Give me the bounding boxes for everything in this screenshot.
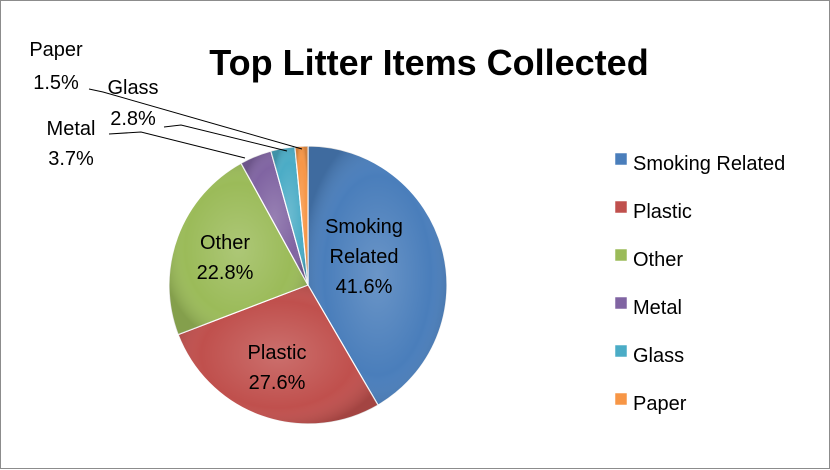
legend-swatch-plastic: [614, 200, 628, 214]
slice-label-other: 22.8%: [197, 262, 254, 284]
slice-label-glass: 2.8%: [110, 108, 156, 130]
slice-label-plastic: 27.6%: [249, 372, 306, 394]
slice-label-paper: 1.5%: [33, 72, 79, 94]
slice-label-smoking-related: Related: [330, 246, 399, 268]
slice-label-other: Other: [200, 232, 250, 254]
leader-line-metal: [108, 131, 246, 159]
slice-labels: Smoking Related 41.6% Plastic 27.6% Other 22.8…: [29, 39, 403, 394]
leader-line-paper: [88, 88, 303, 150]
slice-label-metal: 3.7%: [48, 148, 94, 170]
legend-swatch-smoking-related: [614, 152, 628, 166]
pie-slice-shade-glass: [270, 146, 308, 285]
slice-label-smoking-related: 41.6%: [336, 276, 393, 298]
legend-swatch-metal: [614, 296, 628, 310]
legend-swatch-paper: [614, 392, 628, 406]
legend-label-smoking-related: Smoking Related: [633, 153, 785, 175]
pie-slice-shade-paper: [294, 146, 308, 285]
pie-slice-shade-other: [169, 163, 308, 335]
pie-slice-shade-metal: [241, 151, 308, 285]
legend-label-plastic: Plastic: [633, 201, 692, 223]
pie-slice-shade-plastic: [178, 285, 378, 425]
slice-label-plastic: Plastic: [248, 342, 307, 364]
chart-title: Top Litter Items Collected: [209, 42, 648, 83]
legend-label-glass: Glass: [633, 345, 684, 367]
pie-slices: [168, 145, 448, 425]
slice-label-glass: Glass: [107, 77, 158, 99]
legend-swatch-glass: [614, 344, 628, 358]
legend-label-metal: Metal: [633, 297, 682, 319]
legend: Smoking Related Plastic Other Metal Glass Pap…: [614, 152, 785, 415]
pie-slice-shade-smoking-related: [308, 146, 448, 406]
legend-label-other: Other: [633, 249, 683, 271]
slice-label-metal: Metal: [47, 118, 96, 140]
legend-label-paper: Paper: [633, 393, 687, 415]
slice-label-smoking-related: Smoking: [325, 216, 403, 238]
slice-label-paper: Paper: [29, 39, 83, 61]
legend-swatch-other: [614, 248, 628, 262]
leader-line-glass: [163, 124, 288, 152]
